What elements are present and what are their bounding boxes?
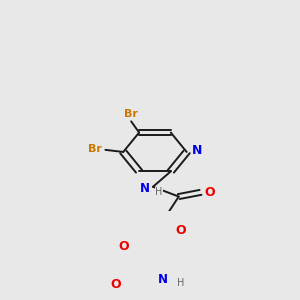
Text: Br: Br [88,144,101,154]
Text: O: O [176,224,186,237]
Text: O: O [118,241,129,254]
Text: N: N [191,144,202,157]
Text: Br: Br [124,109,138,119]
Text: N: N [140,182,150,195]
Text: H: H [177,278,184,288]
Text: N: N [158,273,168,286]
Text: H: H [155,188,163,197]
Text: O: O [204,186,215,199]
Text: O: O [110,278,121,291]
